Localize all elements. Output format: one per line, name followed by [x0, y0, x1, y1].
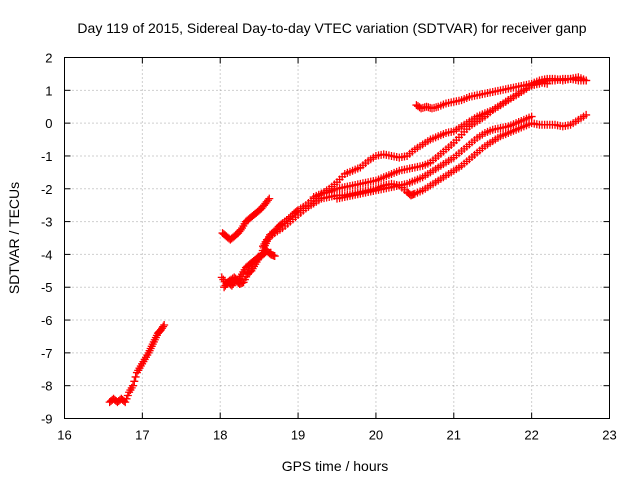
- x-tick-label: 23: [602, 428, 616, 443]
- x-tick-label: 17: [135, 428, 149, 443]
- data-point: [129, 381, 138, 390]
- y-tick-label: -3: [41, 215, 53, 230]
- chart-title: Day 119 of 2015, Sidereal Day-to-day VTE…: [77, 20, 586, 36]
- y-tick-label: -6: [41, 313, 53, 328]
- y-tick-label: -9: [41, 412, 53, 427]
- y-tick-label: 0: [45, 116, 52, 131]
- y-tick-label: 2: [45, 51, 52, 66]
- axis-ticks: [64, 57, 610, 419]
- x-tick-label: 20: [369, 428, 383, 443]
- series-arc6: [333, 112, 536, 203]
- y-tick-label: -7: [41, 346, 53, 361]
- y-axis-title: SDTVAR / TECUs: [6, 182, 22, 294]
- y-tick-label: -2: [41, 182, 53, 197]
- series-arc1: [105, 320, 169, 407]
- data-point: [159, 322, 168, 331]
- series-arc4: [220, 110, 591, 292]
- y-tick-label: -1: [41, 149, 53, 164]
- x-tick-label: 22: [524, 428, 538, 443]
- data-point: [582, 110, 591, 119]
- x-axis-title: GPS time / hours: [282, 458, 389, 474]
- grid: [64, 57, 610, 419]
- series-arc5: [309, 74, 591, 201]
- series-arc3: [217, 78, 552, 288]
- plot-frame: [64, 57, 610, 419]
- x-tick-label: 19: [291, 428, 305, 443]
- data-point: [160, 320, 169, 329]
- x-axis-tick-labels: 16 17 18 19 20 21 22 23: [57, 428, 616, 443]
- y-tick-label: -5: [41, 280, 53, 295]
- y-axis-tick-labels: -9 -8 -7 -6 -5 -4 -3 -2 -1 0 1 2: [41, 51, 53, 427]
- data-point: [263, 196, 272, 205]
- data-point: [130, 377, 139, 386]
- series-arc7: [412, 73, 591, 113]
- data-point: [265, 194, 274, 203]
- data-point: [582, 76, 591, 85]
- y-tick-label: -8: [41, 379, 53, 394]
- y-tick-label: -4: [41, 247, 53, 262]
- data-point: [131, 372, 140, 381]
- data-points: [105, 73, 591, 407]
- data-point: [527, 112, 536, 121]
- x-tick-label: 21: [447, 428, 461, 443]
- y-tick-label: 1: [45, 83, 52, 98]
- x-tick-label: 16: [57, 428, 71, 443]
- x-tick-label: 18: [213, 428, 227, 443]
- series-arc2: [218, 194, 274, 244]
